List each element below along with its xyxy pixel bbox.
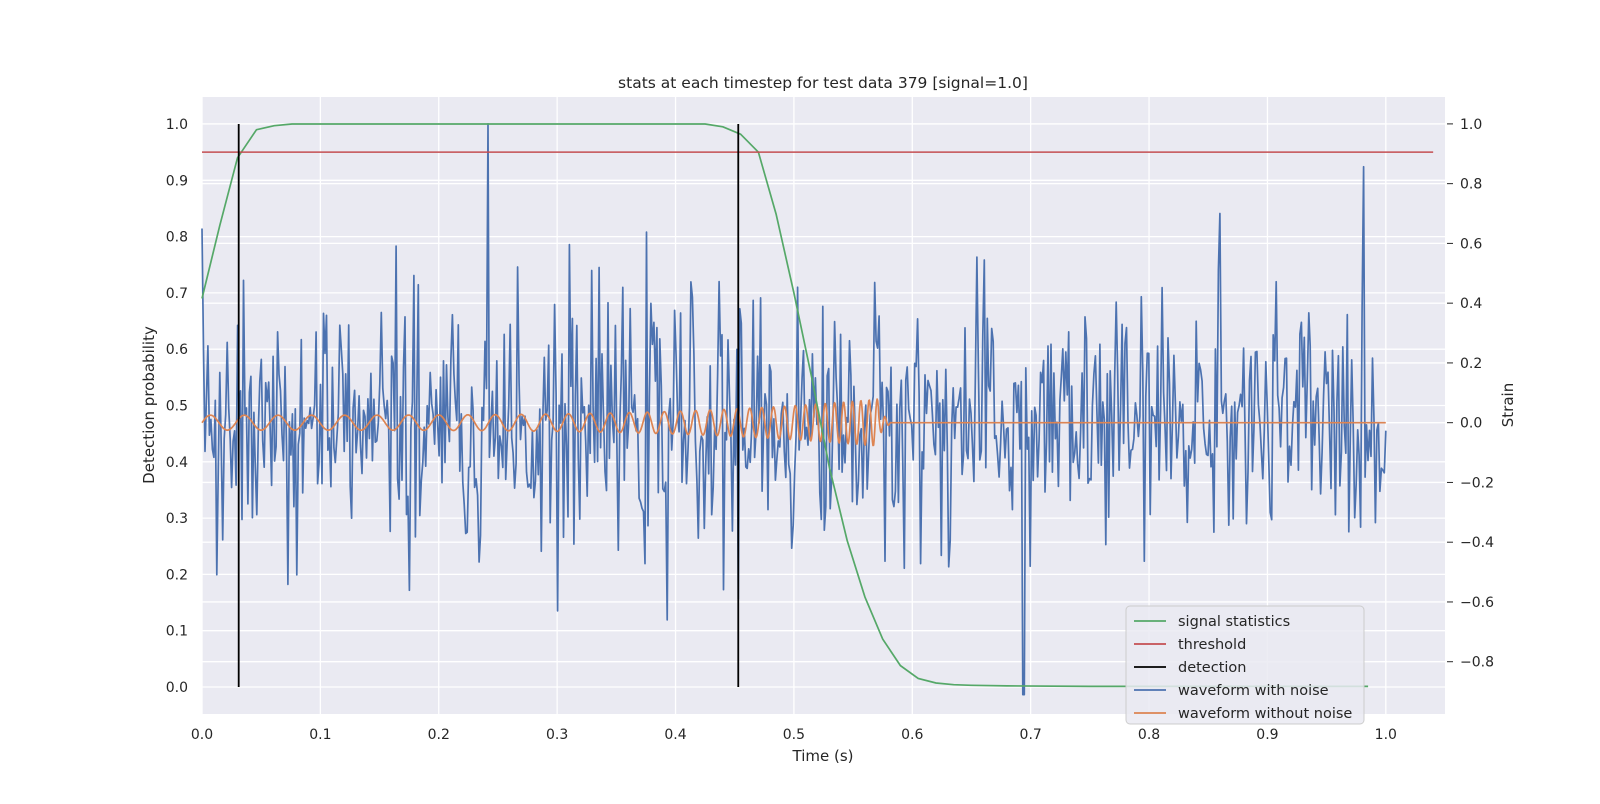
y2-tick-label: −0.6 (1460, 595, 1494, 611)
y-tick-label: 0.9 (166, 173, 188, 189)
y-tick-label: 0.8 (166, 230, 188, 246)
x-tick-label: 0.8 (1138, 727, 1160, 743)
y2-tick-label: 1.0 (1460, 117, 1482, 133)
series-line-waveform-with-noise (201, 123, 1387, 696)
y2-tick-label: 0.4 (1460, 296, 1482, 312)
legend-label-detection: detection (1178, 660, 1246, 676)
x-tick-label: 0.6 (901, 727, 923, 743)
y2-tick-label: 0.8 (1460, 177, 1482, 193)
y-tick-label: 0.3 (166, 511, 188, 527)
y2-tick-label: 0.6 (1460, 236, 1482, 252)
x-tick-label: 0.1 (309, 727, 331, 743)
x-tick-label: 0.4 (664, 727, 686, 743)
series-layer (201, 123, 1434, 696)
x-tick-label: 0.3 (546, 727, 568, 743)
x-axis-label: Time (s) (792, 747, 854, 765)
x-tick-label: 0.5 (783, 727, 805, 743)
y2-tick-label: −0.2 (1460, 475, 1494, 491)
legend-label-signal-statistics: signal statistics (1178, 614, 1290, 630)
y2-tick-label: −0.8 (1460, 655, 1494, 671)
y-axis-label: Detection probability (140, 326, 158, 484)
legend-label-waveform-without-noise: waveform without noise (1178, 706, 1352, 722)
x-tick-label: 0.0 (191, 727, 213, 743)
y2-axis-label: Strain (1499, 383, 1517, 427)
legend: signal statistics threshold detection wavef… (1125, 605, 1365, 725)
y-tick-label: 0.1 (166, 624, 188, 640)
y-tick-label: 0.4 (166, 455, 188, 471)
x-tick-label: 0.9 (1256, 727, 1278, 743)
legend-label-waveform-with-noise: waveform with noise (1178, 683, 1329, 699)
y-tick-label: 1.0 (166, 117, 188, 133)
tick-layer: 0.0 0.1 0.2 0.3 0.4 0.5 0.6 0.7 0.8 0.9 1.0 0.0 0.1 0… (166, 117, 1494, 743)
y-tick-label: 0.2 (166, 567, 188, 583)
y2-tick-label: 0.2 (1460, 356, 1482, 372)
y-tick-label: 0.5 (166, 399, 188, 415)
y2-tick-label: 0.0 (1460, 416, 1482, 432)
x-tick-label: 0.2 (428, 727, 450, 743)
series-line-waveform-without-noise (201, 398, 1387, 447)
legend-label-threshold: threshold (1178, 637, 1246, 653)
x-tick-label: 1.0 (1375, 727, 1397, 743)
y-tick-label: 0.7 (166, 286, 188, 302)
y2-tick-label: −0.4 (1460, 535, 1494, 551)
series-line-signal-statistics (201, 123, 1369, 688)
y-tick-label: 0.6 (166, 342, 188, 358)
chart-title: stats at each timestep for test data 379… (618, 74, 1028, 92)
y-tick-label: 0.0 (166, 680, 188, 696)
legend-box (1125, 605, 1365, 725)
x-tick-label: 0.7 (1020, 727, 1042, 743)
